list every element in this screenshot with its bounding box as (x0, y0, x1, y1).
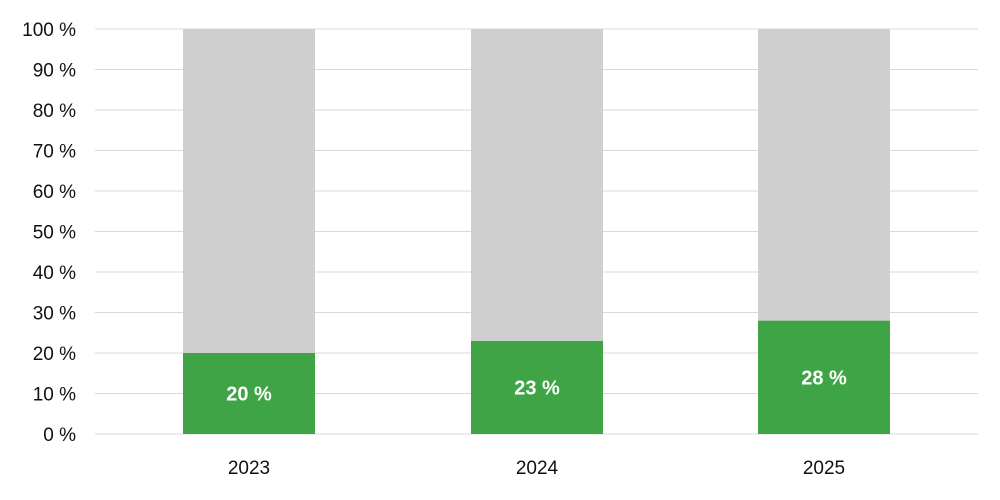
bar-segment-remainder (758, 29, 890, 321)
bar-data-labels: 20 % 23 % 28 % (226, 367, 847, 405)
y-tick-label: 80 % (33, 101, 76, 122)
y-tick-label: 40 % (33, 263, 76, 284)
bar-data-label: 23 % (514, 377, 560, 399)
y-tick-label: 0 % (43, 425, 76, 446)
y-tick-label: 60 % (33, 182, 76, 203)
y-tick-label: 10 % (33, 385, 76, 406)
x-tick-label: 2025 (803, 458, 845, 479)
y-tick-label: 50 % (33, 223, 76, 244)
bar-data-label: 20 % (226, 384, 272, 406)
y-tick-label: 70 % (33, 142, 76, 163)
x-tick-label: 2024 (516, 458, 559, 479)
y-tick-label: 20 % (33, 344, 76, 365)
bar-segment-remainder (183, 29, 315, 353)
y-axis-tick-labels: 0 % 10 % 20 % 30 % 40 % 50 % 60 % 70 % 80 % 90 % 1… (22, 20, 76, 446)
bar-segment-remainder (471, 29, 603, 341)
bars (183, 29, 890, 434)
x-tick-label: 2023 (228, 458, 270, 479)
bar-segment-share (758, 320, 890, 434)
bar-data-label: 28 % (801, 367, 847, 389)
bar-segment-share (471, 340, 603, 434)
bar-segment-share (183, 353, 315, 434)
x-axis-tick-labels: 2023 2024 2025 (228, 458, 845, 479)
y-tick-label: 30 % (33, 304, 76, 325)
y-tick-label: 90 % (33, 61, 76, 82)
y-tick-label: 100 % (22, 20, 76, 41)
